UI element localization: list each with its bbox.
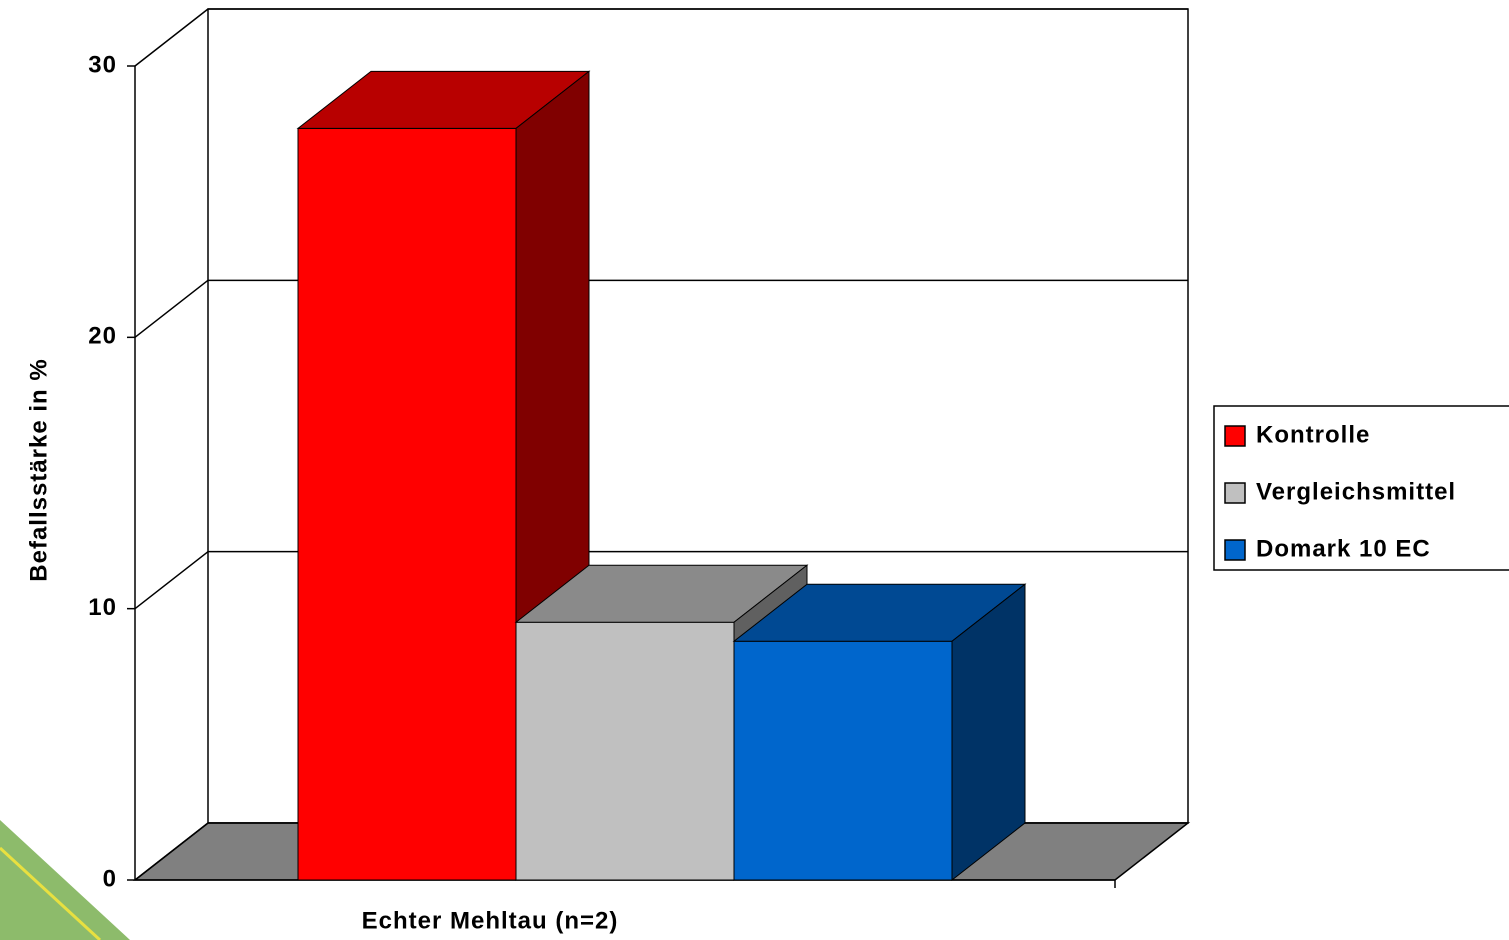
legend-swatch	[1224, 425, 1246, 447]
side-grid-line	[134, 279, 209, 338]
y-tick-label: 0	[103, 865, 117, 892]
y-tick-label: 20	[88, 323, 117, 350]
side-grid-line	[134, 822, 209, 881]
y-tick-label: 10	[88, 594, 117, 621]
y-axis-title: Befallsstärke in %	[25, 358, 52, 581]
x-tick-label: Echter Mehltau (n=2)	[362, 907, 619, 934]
bar	[297, 127, 517, 881]
side-grid-line	[134, 551, 209, 610]
legend-swatch	[1224, 539, 1246, 561]
legend	[1213, 405, 1509, 571]
legend-label: Kontrolle	[1256, 421, 1370, 448]
y-tick-label: 30	[88, 51, 117, 78]
legend-label: Vergleichsmittel	[1256, 478, 1456, 505]
legend-label: Domark 10 EC	[1256, 535, 1431, 562]
bar	[515, 621, 735, 881]
decoration	[0, 820, 130, 940]
decoration	[0, 846, 102, 940]
bar	[733, 640, 953, 881]
bar-side	[951, 583, 1026, 882]
legend-swatch	[1224, 482, 1246, 504]
side-grid-line	[134, 8, 209, 67]
